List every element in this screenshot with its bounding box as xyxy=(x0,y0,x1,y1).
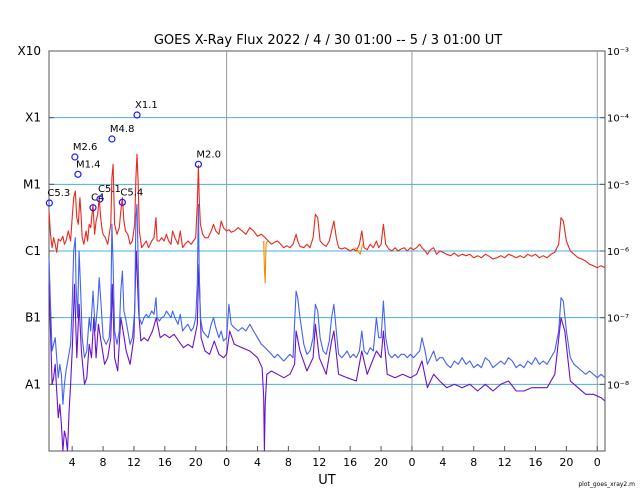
left-axis-label: B1 xyxy=(25,311,41,325)
right-axis-label: 10⁻³ xyxy=(607,47,629,58)
series-line-short_alt xyxy=(48,250,606,452)
flare-marker xyxy=(194,160,203,168)
flare-label: X1.1 xyxy=(135,100,158,111)
flare-label: M2.6 xyxy=(73,142,98,153)
x-axis-tick-label: 0 xyxy=(223,456,230,469)
series-line-long_alt xyxy=(263,240,364,284)
right-axis-labels: 10⁻³ 10⁻⁴ 10⁻⁵ 10⁻⁶ 10⁻⁷ 10⁻⁸ xyxy=(600,47,629,391)
x-axis-tick-label: 20 xyxy=(189,456,203,469)
x-axis-tick-label: 0 xyxy=(594,456,601,469)
right-axis-label: 10⁻⁸ xyxy=(607,380,629,391)
flare-label: M2.0 xyxy=(196,149,221,160)
flare-label: C5.4 xyxy=(120,187,143,198)
flare-marker xyxy=(108,135,116,143)
right-axis-label: 10⁻⁴ xyxy=(607,114,629,125)
x-axis-title: UT xyxy=(318,473,336,488)
x-axis-tick-label: 8 xyxy=(470,456,477,469)
flare-marker xyxy=(89,204,97,212)
flare-label: M1.4 xyxy=(76,159,101,170)
flare-label: C4 xyxy=(91,193,104,204)
x-axis-tick-label: 12 xyxy=(498,456,512,469)
credit-text: plot_goes_xray2.m xyxy=(578,481,635,488)
x-axis-tick-label: 20 xyxy=(559,456,573,469)
series-line-long xyxy=(48,153,606,269)
x-axis-tick-label: 4 xyxy=(439,456,446,469)
right-axis-label: 10⁻⁷ xyxy=(607,314,629,325)
right-axis-label: 10⁻⁶ xyxy=(607,247,629,258)
flare-marker xyxy=(45,199,53,207)
flare-marker xyxy=(133,111,141,119)
series-line-short xyxy=(48,203,606,405)
x-axis-tick-label: 12 xyxy=(312,456,326,469)
left-axis-label: A1 xyxy=(25,377,41,391)
flare-marker xyxy=(74,170,82,178)
grid-lines xyxy=(49,117,605,385)
x-axis-tick-label: 16 xyxy=(158,456,172,469)
x-axis-tick-label: 8 xyxy=(285,456,292,469)
x-axis-tick-label: 16 xyxy=(529,456,543,469)
left-axis-labels: X10 X1 M1 C1 B1 A1 xyxy=(18,44,54,391)
x-axis-tick-label: 12 xyxy=(127,456,141,469)
left-axis-label: C1 xyxy=(25,244,41,258)
x-axis-tick-label: 0 xyxy=(408,456,415,469)
left-axis-label: X10 xyxy=(18,44,42,58)
flare-label: M4.8 xyxy=(110,124,135,135)
flare-label: C5.1 xyxy=(98,184,121,195)
x-axis-tick-label: 20 xyxy=(374,456,388,469)
left-axis-label: M1 xyxy=(23,177,41,191)
right-axis-label: 10⁻⁵ xyxy=(607,180,629,191)
flare-marker xyxy=(71,153,79,161)
x-axis-tick-label: 4 xyxy=(69,456,76,469)
flare-marker xyxy=(96,195,104,203)
flux-series xyxy=(48,153,606,452)
day-boundary-lines xyxy=(226,51,598,451)
x-axis-ticks: 4 8 12 16 20 0 4 8 12 16 20 0 4 8 12 16 20 0 xyxy=(69,446,601,469)
x-axis-tick-label: 4 xyxy=(254,456,261,469)
flare-marker xyxy=(118,198,126,206)
left-axis-label: X1 xyxy=(25,111,41,125)
chart-title: GOES X-Ray Flux 2022 / 4 / 30 01:00 -- 5… xyxy=(154,33,502,48)
flare-label: C5.3 xyxy=(47,188,70,199)
x-axis-tick-label: 8 xyxy=(100,456,107,469)
x-axis-tick-label: 16 xyxy=(343,456,357,469)
